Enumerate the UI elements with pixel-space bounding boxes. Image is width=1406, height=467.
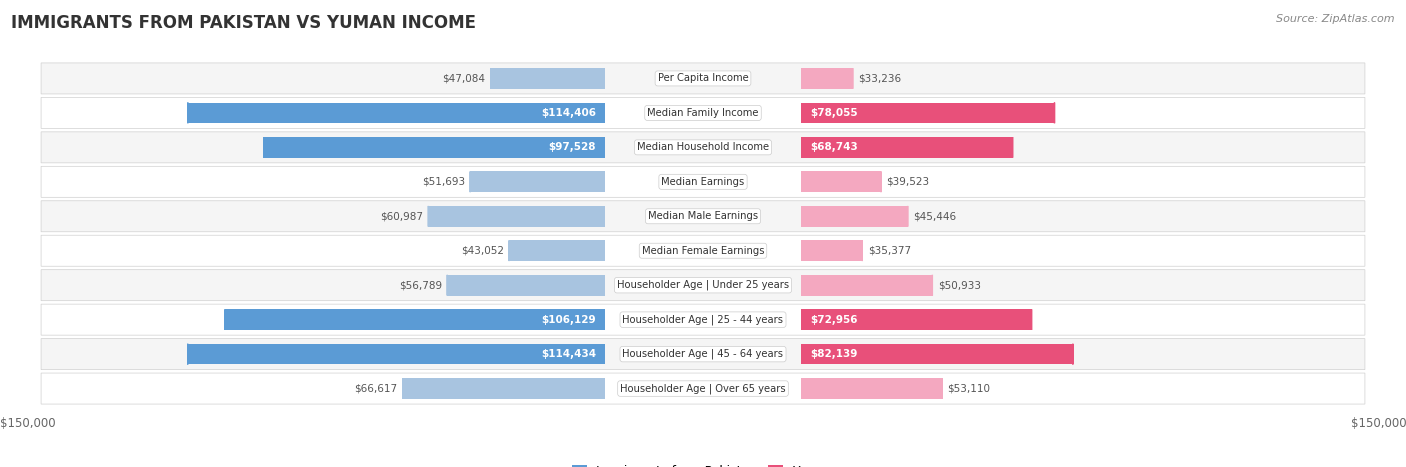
Bar — [801, 137, 1012, 158]
FancyBboxPatch shape — [41, 63, 1365, 94]
Text: $43,052: $43,052 — [461, 246, 503, 256]
FancyBboxPatch shape — [41, 304, 1365, 335]
FancyBboxPatch shape — [41, 339, 1365, 369]
Text: $68,743: $68,743 — [810, 142, 858, 152]
FancyBboxPatch shape — [41, 98, 1365, 128]
Text: Median Female Earnings: Median Female Earnings — [641, 246, 765, 256]
Text: $66,617: $66,617 — [354, 383, 398, 394]
Text: $45,446: $45,446 — [912, 211, 956, 221]
Text: $35,377: $35,377 — [868, 246, 911, 256]
Bar — [509, 241, 605, 261]
Text: $50,933: $50,933 — [938, 280, 981, 290]
Text: Median Household Income: Median Household Income — [637, 142, 769, 152]
Bar — [225, 309, 605, 330]
Bar — [801, 241, 862, 261]
Text: $82,139: $82,139 — [810, 349, 858, 359]
Text: $39,523: $39,523 — [886, 177, 929, 187]
Text: $51,693: $51,693 — [422, 177, 465, 187]
Text: Median Earnings: Median Earnings — [661, 177, 745, 187]
Bar — [801, 378, 942, 399]
Bar — [801, 206, 908, 226]
Bar — [429, 206, 605, 226]
Bar — [404, 378, 605, 399]
Text: $72,956: $72,956 — [810, 315, 858, 325]
Bar — [470, 171, 605, 192]
Text: $114,406: $114,406 — [541, 108, 596, 118]
FancyBboxPatch shape — [41, 201, 1365, 232]
Text: $47,084: $47,084 — [443, 73, 485, 84]
Text: $60,987: $60,987 — [380, 211, 423, 221]
Bar — [801, 68, 852, 89]
Text: $53,110: $53,110 — [948, 383, 991, 394]
Text: $97,528: $97,528 — [548, 142, 596, 152]
Bar — [801, 103, 1054, 123]
FancyBboxPatch shape — [41, 269, 1365, 301]
Bar — [188, 103, 605, 123]
Bar — [447, 275, 605, 296]
FancyBboxPatch shape — [41, 373, 1365, 404]
Text: $56,789: $56,789 — [399, 280, 441, 290]
Text: $78,055: $78,055 — [810, 108, 858, 118]
Bar — [801, 309, 1032, 330]
Bar — [801, 275, 932, 296]
Text: Median Male Earnings: Median Male Earnings — [648, 211, 758, 221]
Text: Per Capita Income: Per Capita Income — [658, 73, 748, 84]
Text: Householder Age | Over 65 years: Householder Age | Over 65 years — [620, 383, 786, 394]
Text: Median Family Income: Median Family Income — [647, 108, 759, 118]
Text: $114,434: $114,434 — [541, 349, 596, 359]
Text: $33,236: $33,236 — [858, 73, 901, 84]
Bar — [188, 344, 605, 364]
Text: IMMIGRANTS FROM PAKISTAN VS YUMAN INCOME: IMMIGRANTS FROM PAKISTAN VS YUMAN INCOME — [11, 14, 477, 32]
Bar — [801, 171, 882, 192]
Text: Source: ZipAtlas.com: Source: ZipAtlas.com — [1277, 14, 1395, 24]
FancyBboxPatch shape — [41, 132, 1365, 163]
FancyBboxPatch shape — [41, 166, 1365, 198]
Bar — [491, 68, 605, 89]
Text: Householder Age | Under 25 years: Householder Age | Under 25 years — [617, 280, 789, 290]
Bar — [264, 137, 605, 158]
Legend: Immigrants from Pakistan, Yuman: Immigrants from Pakistan, Yuman — [567, 460, 839, 467]
Text: $106,129: $106,129 — [541, 315, 596, 325]
Text: Householder Age | 25 - 44 years: Householder Age | 25 - 44 years — [623, 314, 783, 325]
Text: Householder Age | 45 - 64 years: Householder Age | 45 - 64 years — [623, 349, 783, 359]
Bar — [801, 344, 1073, 364]
FancyBboxPatch shape — [41, 235, 1365, 266]
